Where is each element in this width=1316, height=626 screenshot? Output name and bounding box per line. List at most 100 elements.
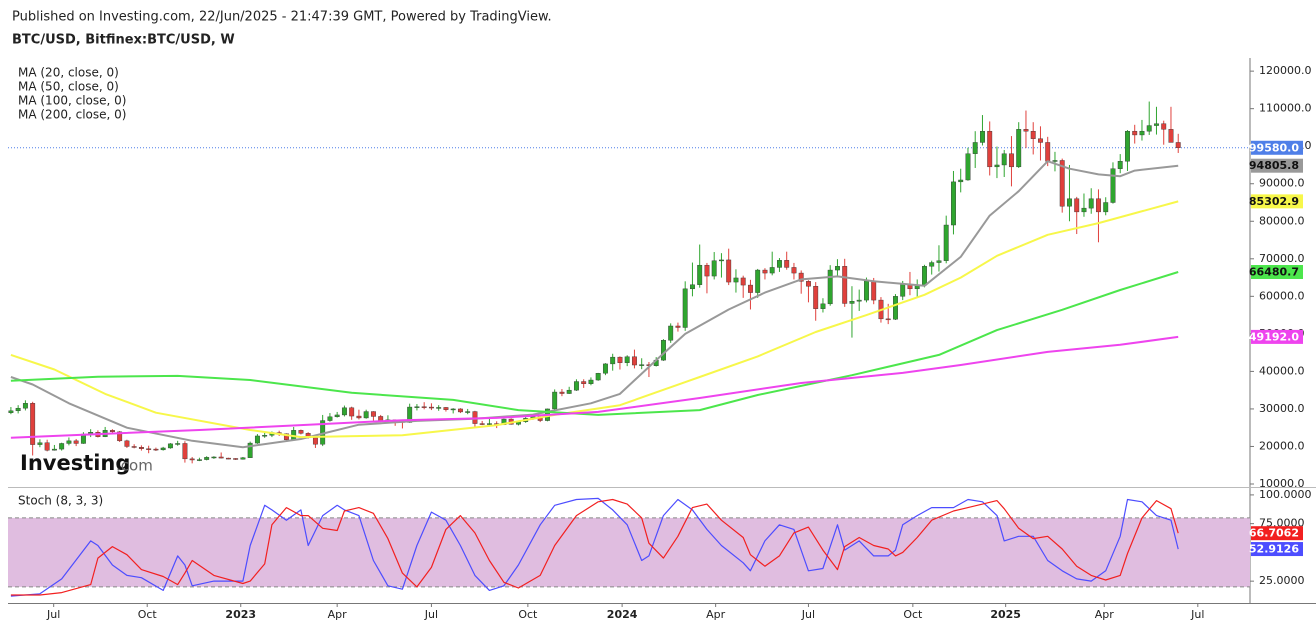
legend-entry: MA (200, close, 0) xyxy=(18,108,126,122)
series-line xyxy=(10,497,1179,597)
x-tick-label: Oct xyxy=(138,608,158,621)
candle-body xyxy=(936,260,942,263)
candle-body xyxy=(631,356,637,366)
y-tick-label: 30000.0 xyxy=(1259,402,1305,415)
series-line xyxy=(10,335,1179,439)
candle-body xyxy=(211,456,217,459)
candle-body xyxy=(312,437,318,445)
candle-body xyxy=(726,259,732,283)
value-label: 85302.9 xyxy=(1249,195,1299,208)
candle-body xyxy=(363,411,369,419)
candle-body xyxy=(864,280,869,301)
series-line xyxy=(10,200,1179,439)
candle-body xyxy=(15,407,21,412)
candle-body xyxy=(610,356,616,365)
candle-body xyxy=(893,296,898,320)
candle-body xyxy=(175,443,181,445)
candle-body xyxy=(958,179,964,183)
candle-body xyxy=(486,423,492,425)
candle-body xyxy=(37,442,43,445)
candle-body xyxy=(240,457,246,460)
legend-entry: MA (100, close, 0) xyxy=(18,94,126,108)
candle-body xyxy=(885,318,891,321)
candle-body xyxy=(436,407,442,409)
x-tick-label: Oct xyxy=(903,608,923,621)
candle-body xyxy=(929,262,935,267)
candle-body xyxy=(675,325,681,328)
candle-body xyxy=(407,406,413,423)
candle-body xyxy=(762,269,768,274)
candle-body xyxy=(218,456,224,459)
candle-body xyxy=(842,266,848,304)
candle-body xyxy=(1067,198,1072,207)
candle-body xyxy=(849,301,855,304)
candle-body xyxy=(1001,153,1007,166)
candle-body xyxy=(813,285,819,309)
candle-body xyxy=(44,442,50,451)
candle-body xyxy=(595,373,601,381)
candle-body xyxy=(349,407,355,417)
y-tick-label: 60000.0 xyxy=(1259,289,1305,302)
value-label-box xyxy=(1251,194,1303,209)
candle-body xyxy=(1117,161,1123,169)
series-line xyxy=(10,160,1179,449)
candle-body xyxy=(559,391,565,394)
series-line xyxy=(10,498,1179,596)
series-line xyxy=(10,271,1179,416)
candle-body xyxy=(22,403,28,409)
candle-body xyxy=(965,153,971,181)
candle-body xyxy=(327,416,333,421)
candle-body xyxy=(1023,129,1029,132)
candle-body xyxy=(871,280,877,301)
candle-body xyxy=(51,448,57,451)
x-tick-label: Apr xyxy=(328,608,348,621)
candle-body xyxy=(1088,198,1094,209)
y-tick-label: 80000.0 xyxy=(1259,214,1305,227)
value-label: 66.7062 xyxy=(1249,527,1299,540)
x-tick-label: 2024 xyxy=(607,608,638,621)
candle-body xyxy=(428,406,434,409)
candle-body xyxy=(581,381,587,384)
candle-body xyxy=(602,363,608,374)
y-tick-label: 40000.0 xyxy=(1259,364,1305,377)
y-tick-label: 120000.0 xyxy=(1259,64,1312,77)
x-tick-label: Jul xyxy=(424,608,438,621)
candle-body xyxy=(196,459,202,461)
candle-body xyxy=(820,303,826,309)
candle-body xyxy=(835,266,840,271)
candle-body xyxy=(124,440,130,447)
x-tick-label: Jul xyxy=(1190,608,1204,621)
candle-body xyxy=(146,448,152,450)
candle-body xyxy=(827,269,833,305)
watermark-brand: Investing xyxy=(20,451,130,475)
x-tick-label: Apr xyxy=(706,608,726,621)
candle-body xyxy=(233,458,239,460)
candle-body xyxy=(704,264,710,277)
y-tick-label: 20000.0 xyxy=(1259,439,1305,452)
candle-body xyxy=(769,267,775,274)
y-tick-label: 25.0000 xyxy=(1259,574,1305,587)
candle-body xyxy=(972,142,978,154)
value-label: 66480.7 xyxy=(1249,266,1299,279)
value-label-box xyxy=(1251,542,1303,557)
value-label: 52.9126 xyxy=(1249,543,1299,556)
candle-body xyxy=(1059,160,1065,207)
watermark: Investing .com xyxy=(20,451,153,475)
candle-body xyxy=(8,410,14,413)
candle-body xyxy=(922,266,927,286)
candle-body xyxy=(457,408,463,413)
candle-body xyxy=(443,407,449,410)
candle-body xyxy=(1074,198,1080,213)
candle-body xyxy=(1154,123,1159,126)
candle-body xyxy=(740,277,746,286)
candle-body xyxy=(66,440,72,444)
candle-body xyxy=(1175,142,1181,148)
candle-body xyxy=(1045,142,1051,162)
candle-body xyxy=(682,288,688,328)
candle-body xyxy=(1096,198,1101,213)
value-label: 49192.0 xyxy=(1249,330,1299,343)
y-tick-label: 70000.0 xyxy=(1259,252,1305,265)
candle-body xyxy=(1132,130,1138,136)
